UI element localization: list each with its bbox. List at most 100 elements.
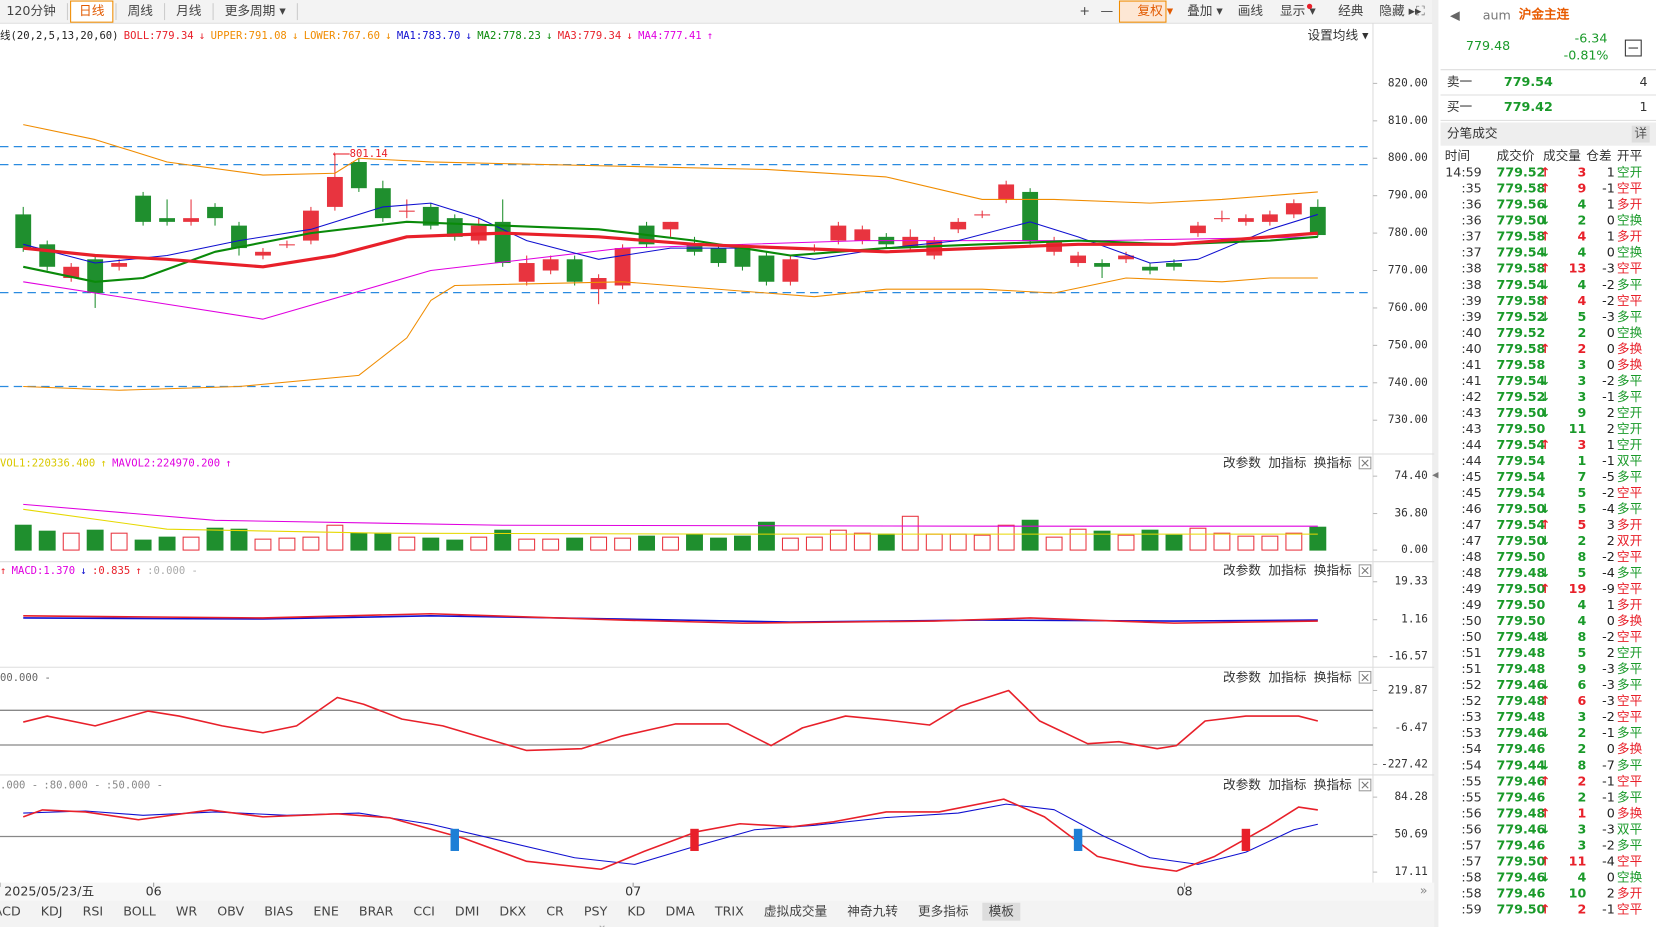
trade-type: 多换	[1617, 613, 1643, 628]
indicator-tab[interactable]: BRAR	[359, 904, 394, 919]
trade-price: 779.50	[1497, 405, 1546, 420]
panel-tool[interactable]: 换指标	[1314, 455, 1352, 470]
indicator-tab[interactable]: DMA	[665, 904, 695, 919]
close-icon[interactable]: ×	[1360, 777, 1371, 792]
trade-type: 空开	[1617, 421, 1642, 436]
period-button[interactable]: 周线	[128, 3, 154, 18]
detail-box[interactable]	[1631, 125, 1650, 143]
panel-tool[interactable]: 改参数	[1223, 455, 1261, 470]
indicator-tab[interactable]: BIAS	[264, 904, 293, 919]
ma-setting[interactable]: 设置均线 ▾	[1307, 27, 1369, 42]
indicator-tab[interactable]: ENE	[313, 904, 338, 919]
trade-type: 多平	[1617, 677, 1642, 692]
indicator-tab[interactable]: OBV	[217, 904, 244, 919]
scroll-arrow[interactable]: »	[1420, 883, 1428, 898]
panel-tool[interactable]: 加指标	[1268, 455, 1306, 470]
trades-detail[interactable]: 详	[1634, 126, 1647, 141]
tool-button[interactable]: 复权 ▾	[1137, 3, 1173, 18]
panel-tool[interactable]: 加指标	[1268, 777, 1306, 792]
back-arrow[interactable]: ◀	[1450, 7, 1460, 22]
panel-tool[interactable]: 加指标	[1268, 563, 1306, 578]
tool-button[interactable]: 画线	[1238, 3, 1264, 18]
trade-type: 空平	[1617, 581, 1642, 596]
panel-tool[interactable]: 换指标	[1314, 563, 1352, 578]
close-icon[interactable]: ×	[1360, 669, 1371, 684]
volume-bar	[38, 530, 56, 551]
tool-button[interactable]: 隐藏 ▸▸	[1379, 3, 1422, 18]
trade-type: 双开	[1617, 533, 1642, 548]
indicator-tab[interactable]: TRIX	[714, 904, 744, 919]
volume-bar	[1069, 528, 1087, 551]
trade-time: :39	[1461, 293, 1481, 308]
fullscreen-icon[interactable]: ⛶	[1415, 3, 1426, 18]
indicator-tab[interactable]: ACD	[0, 904, 21, 919]
trade-volume: 5	[1577, 517, 1586, 532]
trade-position-change: -3	[1602, 677, 1615, 692]
collapse-box[interactable]	[1624, 39, 1642, 57]
panel-tool[interactable]: 改参数	[1223, 563, 1261, 578]
trade-volume: 6	[1577, 693, 1586, 708]
panel-tool[interactable]: 换指标	[1314, 777, 1352, 792]
trade-position-change: 2	[1607, 405, 1615, 420]
indicator-tab[interactable]: KDJ	[41, 904, 63, 919]
volume-bar	[14, 524, 32, 551]
trade-direction: ↓	[1540, 501, 1551, 516]
panel-tool[interactable]: 换指标	[1314, 669, 1352, 684]
trade-price: 779.58	[1497, 341, 1546, 356]
indicator-tab[interactable]: PSY	[584, 904, 608, 919]
indicator-tab[interactable]: 更多指标	[918, 904, 969, 919]
indicator-tab[interactable]: KD	[627, 904, 645, 919]
period-button[interactable]: 更多周期 ▾	[225, 3, 287, 18]
period-button[interactable]: 120分钟	[6, 3, 55, 18]
indicator-tab[interactable]: CCI	[413, 904, 434, 919]
indicator-tab[interactable]: DMI	[455, 904, 479, 919]
trade-price: 779.46	[1497, 837, 1546, 852]
indicator-tab[interactable]: DKX	[499, 904, 526, 919]
trade-type: 空换	[1617, 325, 1643, 340]
close-box[interactable]	[1358, 778, 1372, 792]
indicator-tab[interactable]: CR	[546, 904, 564, 919]
indicator-tab[interactable]: BOLL	[123, 904, 156, 919]
trade-price: 779.50	[1497, 597, 1546, 612]
period-button[interactable]: 日线	[79, 3, 105, 18]
candle-body	[1261, 214, 1278, 222]
close-box[interactable]	[1358, 564, 1372, 577]
indicator-tab[interactable]: WR	[176, 904, 198, 919]
indicator-tab[interactable]: RSI	[83, 904, 104, 919]
tool-button[interactable]: —	[1100, 3, 1113, 18]
period-button[interactable]: 月线	[176, 3, 202, 18]
cross-signal	[450, 828, 459, 851]
indicator-label: ↓	[546, 30, 552, 42]
panel-tool[interactable]: 改参数	[1223, 669, 1261, 684]
trade-price: 779.58	[1497, 293, 1546, 308]
splitter-handle[interactable]: ◂	[1432, 467, 1439, 482]
trade-direction: ↓	[1540, 277, 1551, 292]
close-box[interactable]	[1358, 456, 1372, 470]
indicator-tab[interactable]: 虚拟成交量	[764, 904, 828, 919]
splitter[interactable]	[1432, 0, 1439, 927]
trade-price: 779.46	[1497, 677, 1546, 692]
trade-direction: ↑	[1540, 165, 1551, 180]
scroll-grip[interactable]: ⌄	[597, 916, 608, 927]
tool-button[interactable]: 叠加 ▾	[1187, 3, 1223, 18]
indicator-tab[interactable]: 模板	[989, 904, 1015, 919]
indicator-tab[interactable]: 神奇九转	[847, 904, 898, 919]
trade-volume: 4	[1577, 229, 1586, 244]
panel-tool[interactable]: 改参数	[1223, 777, 1261, 792]
tool-button[interactable]: +	[1079, 3, 1090, 18]
trade-time: :38	[1461, 261, 1481, 276]
indicator-label: ↓	[385, 30, 391, 42]
close-icon[interactable]: ×	[1360, 455, 1371, 470]
y-tick-label: 820.00	[1388, 76, 1428, 89]
indicator-label: MA3:779.34	[558, 30, 622, 42]
close-box[interactable]	[1358, 670, 1372, 684]
panel-tool[interactable]: 加指标	[1268, 669, 1306, 684]
trade-volume: 2	[1577, 789, 1586, 804]
trade-type: 多换	[1617, 357, 1643, 372]
indicator-line	[23, 689, 1319, 752]
column-header: 成交价	[1497, 148, 1535, 163]
tool-button[interactable]: 经典	[1338, 3, 1364, 18]
volume-bar	[1045, 536, 1063, 551]
close-icon[interactable]: ×	[1360, 563, 1371, 578]
trade-time: :55	[1461, 789, 1481, 804]
